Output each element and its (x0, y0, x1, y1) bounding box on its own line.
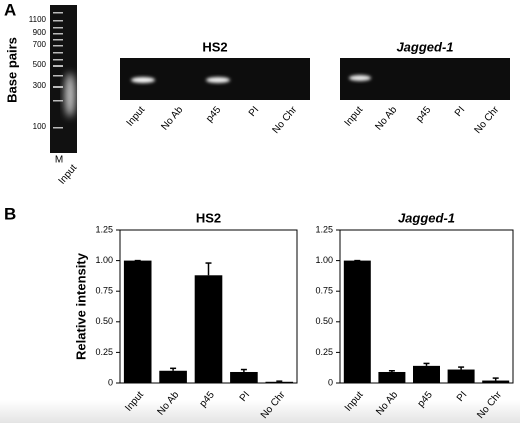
chart-title: Jagged-1 (398, 210, 455, 225)
y-axis-label: Relative intensity (73, 252, 88, 360)
gel-title: Jagged-1 (396, 39, 453, 54)
panel-label: B (4, 204, 16, 223)
ladder-tick-label: 1100 (29, 15, 47, 24)
y-tick-label: 0 (108, 377, 113, 387)
lane-label: No Ab (373, 104, 399, 132)
bar (194, 275, 223, 383)
lane-label: Input (125, 104, 148, 128)
gel-band (206, 77, 230, 83)
bar (378, 371, 406, 383)
y-tick-label: 0.50 (315, 316, 333, 326)
bar (413, 365, 440, 383)
bar (123, 260, 152, 383)
panel-label: A (4, 0, 16, 19)
y-tick-label: 1.25 (95, 224, 113, 234)
lane-label: Input (57, 162, 80, 186)
ladder-tick-label: 100 (33, 122, 47, 131)
y-tick-label: 0.75 (95, 286, 113, 296)
lane-label: Input (343, 104, 366, 128)
lane-label: No Ab (159, 104, 185, 132)
y-tick-label: 1.00 (95, 255, 113, 265)
ladder-axis-label: Base pairs (4, 37, 19, 103)
lane-label: PI (453, 105, 468, 119)
y-tick-label: 1.00 (315, 255, 333, 265)
bar (230, 371, 258, 383)
y-tick-label: 1.25 (315, 224, 333, 234)
ladder-tick-label: 500 (33, 60, 47, 69)
ladder-bands (53, 12, 63, 129)
background-strip (0, 400, 520, 423)
input-smear (65, 73, 75, 117)
y-tick-label: 0.25 (95, 347, 113, 357)
lane-label: No Chr (473, 104, 502, 136)
chart-title: HS2 (196, 210, 221, 225)
lane-label: p45 (204, 104, 223, 124)
ladder-tick-label: 300 (33, 81, 47, 90)
lane-label: PI (247, 105, 262, 119)
lane-label: p45 (414, 104, 433, 124)
bar (482, 380, 510, 383)
bar (447, 369, 475, 383)
y-tick-label: 0.25 (315, 347, 333, 357)
y-tick-label: 0.75 (315, 286, 333, 296)
ladder-tick-label: 700 (33, 40, 47, 49)
y-tick-label: 0.50 (95, 316, 113, 326)
bar (159, 370, 187, 383)
lane-label: No Chr (271, 104, 300, 136)
bar (265, 381, 294, 383)
bar (343, 260, 371, 383)
ladder-tick-label: 900 (33, 28, 47, 37)
gel-title: HS2 (202, 39, 227, 54)
gel-band (349, 75, 371, 81)
lane-label: M (55, 155, 63, 166)
gel-band (131, 77, 155, 83)
y-tick-label: 0 (328, 377, 333, 387)
